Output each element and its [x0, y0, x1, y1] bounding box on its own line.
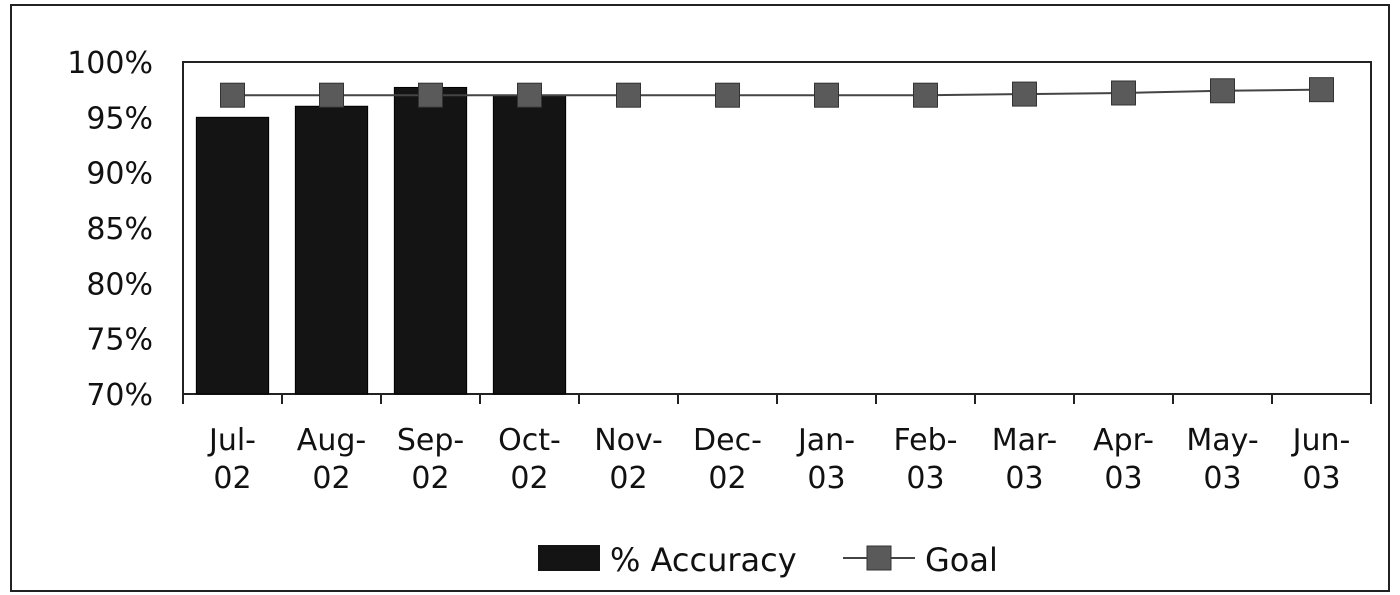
legend-swatch-accuracy	[538, 545, 600, 571]
goal-marker	[319, 82, 344, 108]
goal-marker	[220, 82, 245, 108]
x-tick-label: Aug-02	[297, 423, 366, 496]
x-tick-label: May-03	[1186, 423, 1258, 496]
accuracy-bar	[195, 116, 270, 395]
legend-label-goal: Goal	[925, 541, 998, 579]
goal-marker	[1309, 77, 1334, 103]
y-tick-label: 95%	[86, 101, 153, 136]
goal-marker	[814, 82, 839, 108]
y-tick-label: 75%	[86, 323, 153, 358]
x-tick-label: Feb-03	[894, 423, 958, 496]
accuracy-bar	[393, 86, 468, 395]
goal-marker	[616, 82, 641, 108]
plot-area	[182, 61, 1372, 395]
goal-marker	[1210, 78, 1235, 104]
accuracy-bar	[492, 94, 567, 395]
x-tick-label: Mar-03	[992, 423, 1058, 496]
x-tick-label: Jan-03	[796, 423, 855, 496]
goal-marker	[715, 82, 740, 108]
y-tick-label: 100%	[67, 46, 153, 81]
goal-marker	[418, 82, 443, 108]
x-tick-label: Apr-03	[1093, 423, 1154, 496]
y-tick-label: 80%	[86, 267, 153, 302]
x-tick-label: Jun-03	[1291, 423, 1351, 496]
goal-marker	[913, 82, 938, 108]
legend-label-accuracy: % Accuracy	[610, 541, 797, 579]
goal-marker	[1012, 81, 1037, 107]
x-tick-label: Oct-02	[498, 423, 561, 496]
x-tick-label: Nov-02	[594, 423, 663, 496]
x-tick-label: Jul-02	[207, 423, 256, 496]
x-tick-label: Sep-02	[397, 423, 464, 496]
x-tick-label: Dec-02	[693, 423, 762, 496]
y-tick-label: 90%	[86, 157, 153, 192]
y-tick-label: 70%	[86, 378, 153, 413]
accuracy-bar	[294, 105, 369, 395]
goal-marker	[517, 82, 542, 108]
goal-line-path	[232, 88, 1322, 97]
goal-marker	[1111, 80, 1136, 106]
y-tick-label: 85%	[86, 212, 153, 247]
legend-marker-goal	[866, 545, 892, 571]
